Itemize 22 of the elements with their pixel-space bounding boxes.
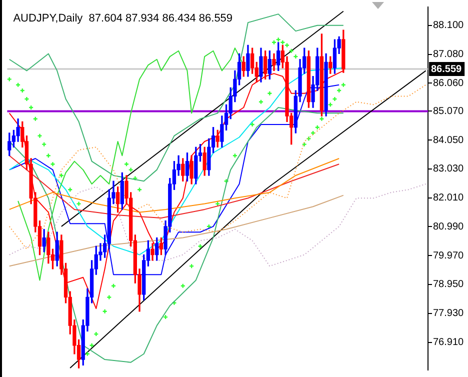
- point: [128, 167, 134, 172]
- line-series: [8, 84, 426, 250]
- y-tick-label: 82.010: [433, 192, 464, 204]
- y-tick-label: 83.030: [433, 164, 464, 175]
- y-tick-label: 84.050: [433, 134, 464, 146]
- y-tick-label: 85.070: [433, 106, 464, 117]
- y-tick-label: 78.950: [433, 279, 464, 290]
- text: AUDJPY,Daily 87.604 87.934 86.434 86.559: [13, 12, 233, 25]
- point: [76, 201, 82, 206]
- y-tick-label: 77.930: [433, 308, 464, 320]
- point: [319, 116, 324, 122]
- y-tick-label: 80.990: [433, 221, 464, 232]
- point: [198, 244, 203, 249]
- line-series: [8, 183, 426, 267]
- y-tick-label: 86.060: [433, 78, 464, 89]
- y-tick-label: 79.970: [433, 250, 464, 262]
- ref-line-label: 86.559: [431, 64, 462, 75]
- point: [37, 133, 42, 138]
- point: [306, 136, 312, 142]
- y-tick-label: 87.080: [433, 49, 464, 60]
- y-tick-label: 76.910: [433, 337, 464, 348]
- y-tick-label: 88.100: [433, 20, 464, 32]
